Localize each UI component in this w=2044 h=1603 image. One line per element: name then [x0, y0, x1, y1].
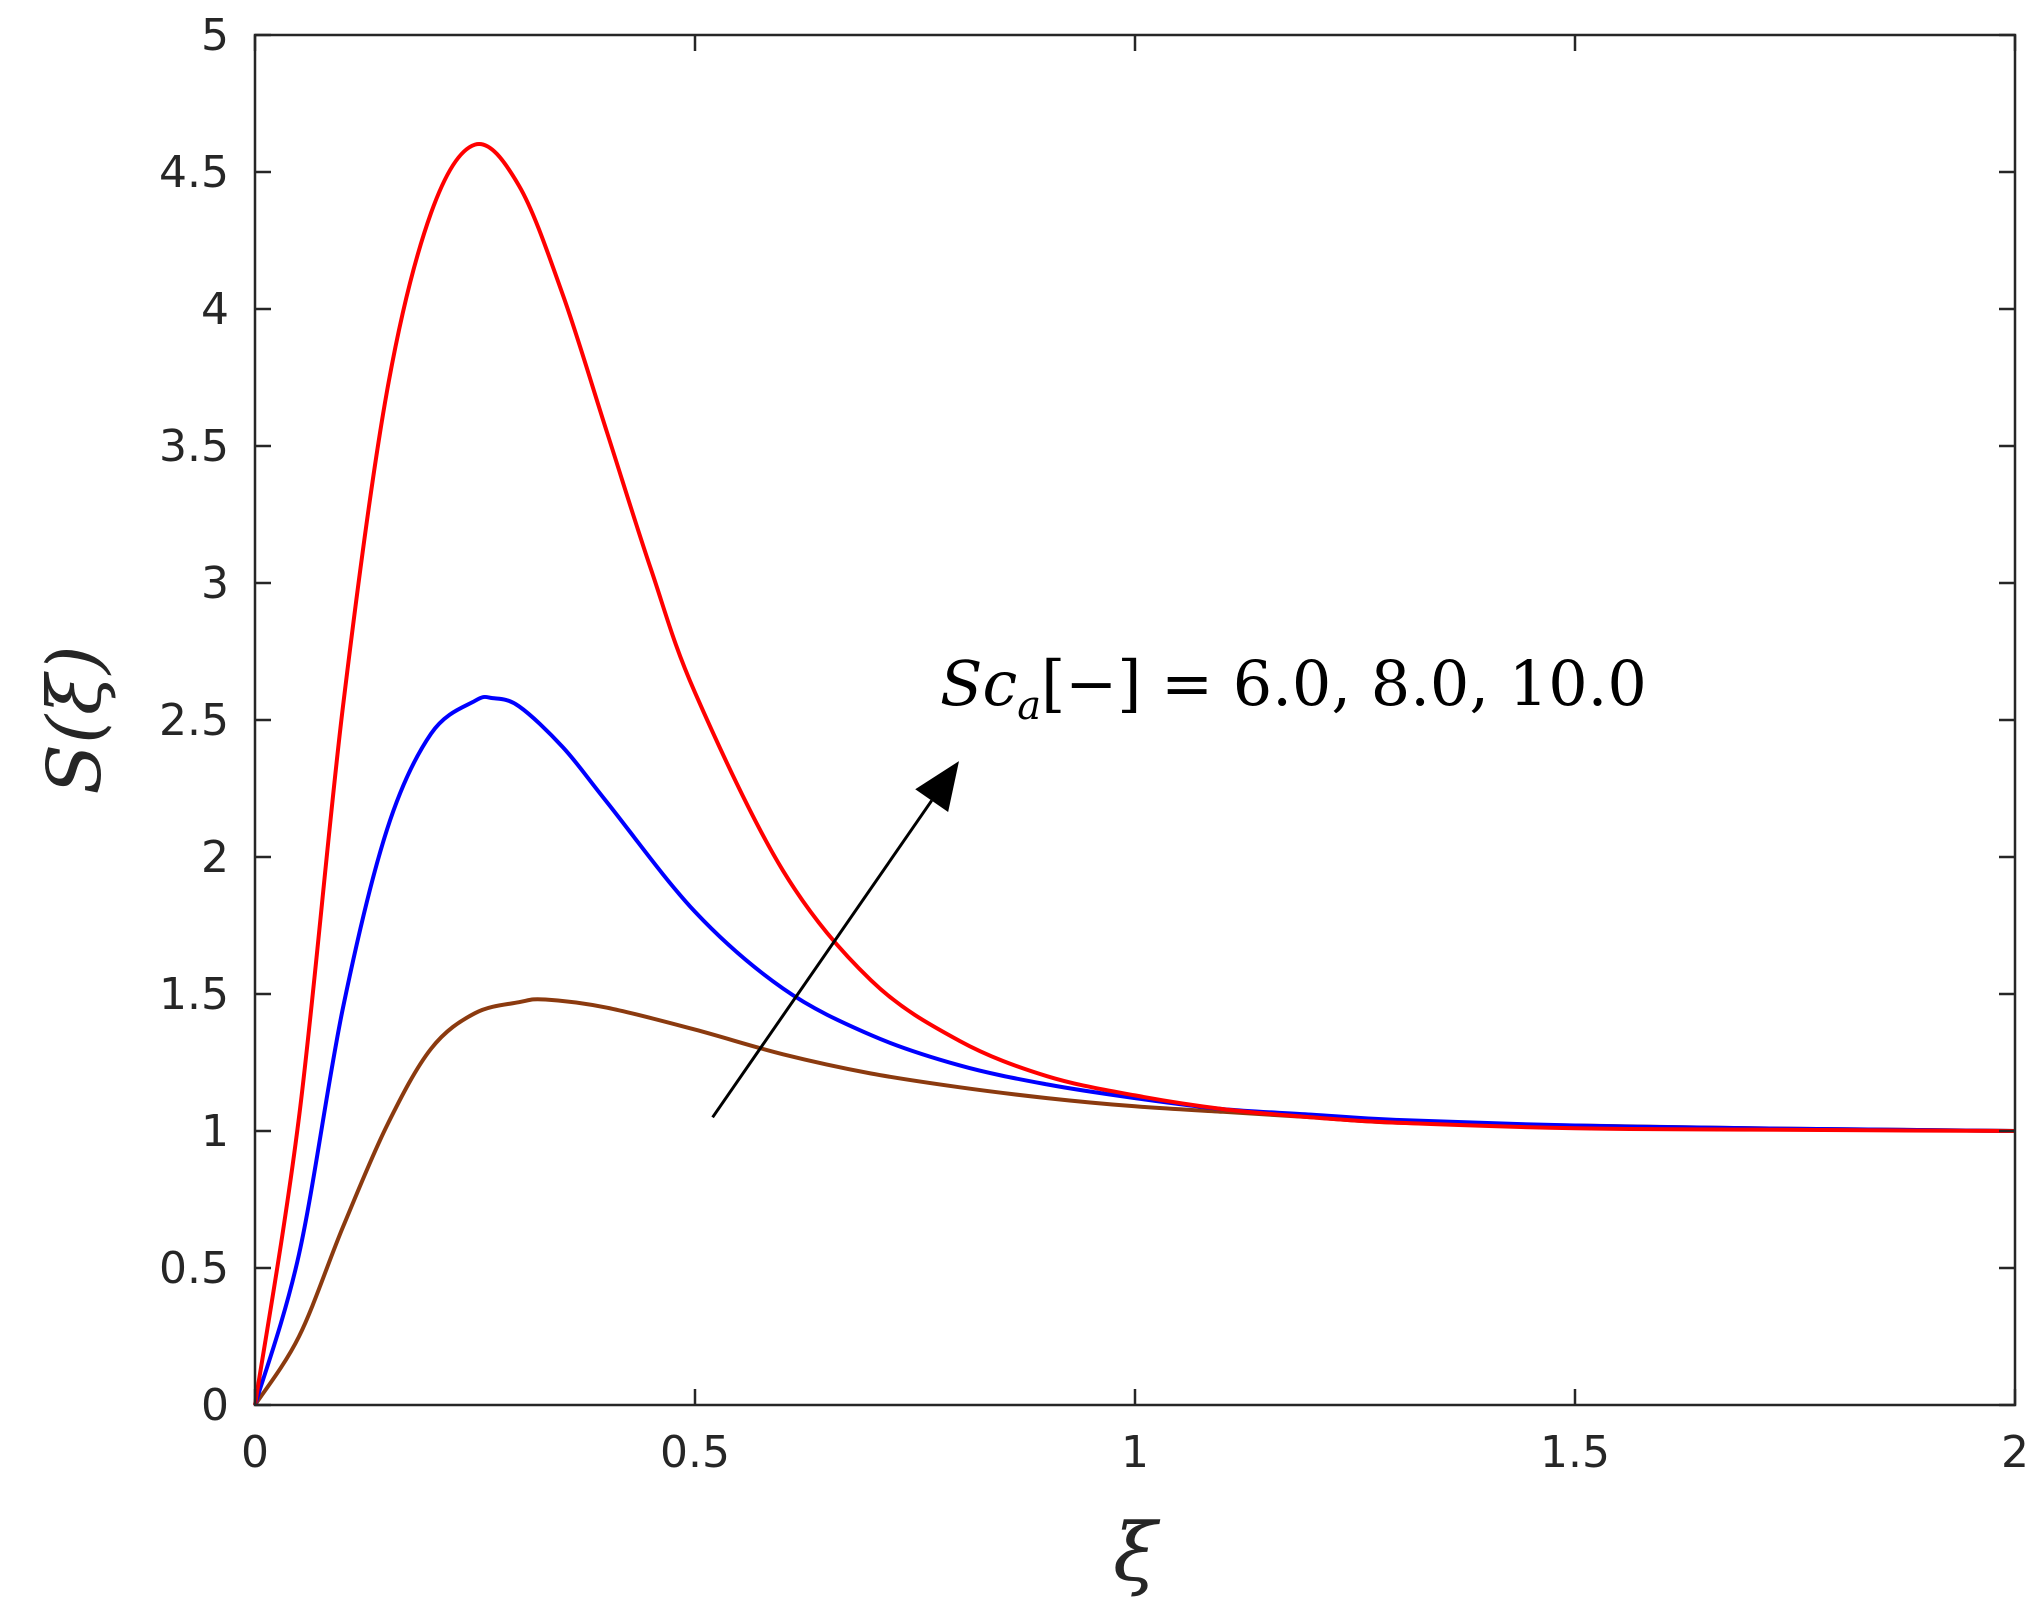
- annotation-arrow-shaft: [711, 799, 933, 1119]
- annotation-arrow-head: [915, 761, 959, 812]
- series-layer: [253, 141, 2016, 1407]
- x-tick-label: 1.5: [1540, 1427, 1610, 1478]
- annotation-arrow-layer: [711, 761, 959, 1119]
- y-tick-label: 1: [201, 1106, 229, 1157]
- y-tick-label: 2.5: [159, 695, 229, 746]
- x-axis-label: ξ: [1113, 1506, 1161, 1599]
- y-tick-label: 0.5: [159, 1243, 229, 1294]
- x-tick-label: 2: [2001, 1427, 2029, 1478]
- ticks-layer: 0 0.5 1 1.5 2 0 0.5 1 1.5 2 2.5 3 3.5 4 4.5 5: [159, 10, 2029, 1478]
- y-axis-label: S(ξ): [32, 645, 118, 794]
- annotation-text: Sca[−] = 6.0, 8.0, 10.0: [940, 647, 1647, 729]
- series-line-2: [253, 694, 2016, 1406]
- y-tick-label: 3.5: [159, 421, 229, 472]
- y-tick-label: 1.5: [159, 969, 229, 1020]
- y-tick-label: 4: [201, 284, 229, 335]
- y-tick-label: 5: [201, 10, 229, 61]
- y-tick-label: 0: [201, 1380, 229, 1431]
- x-tick-label: 0: [241, 1427, 269, 1478]
- annotation-subscript: a: [1017, 683, 1041, 729]
- annotation-values: [−] = 6.0, 8.0, 10.0: [1041, 647, 1647, 720]
- annotation-sc: Sc: [940, 647, 1017, 720]
- y-tick-label: 2: [201, 832, 229, 883]
- y-tick-label: 4.5: [159, 147, 229, 198]
- y-tick-label: 3: [201, 558, 229, 609]
- series-line-3: [253, 141, 2016, 1406]
- x-tick-label: 1: [1121, 1427, 1149, 1478]
- x-tick-label: 0.5: [660, 1427, 730, 1478]
